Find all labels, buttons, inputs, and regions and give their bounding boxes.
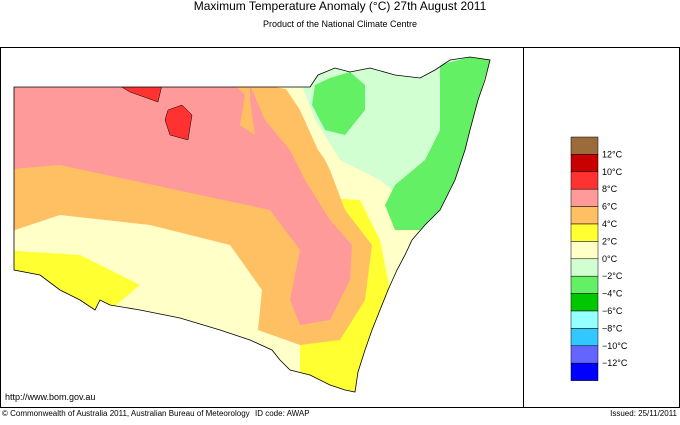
legend-label: 10°C bbox=[602, 167, 623, 177]
legend-label: −10°C bbox=[602, 341, 628, 351]
id-code: ID code: AWAP bbox=[255, 409, 310, 418]
legend-label: −4°C bbox=[602, 289, 623, 299]
legend-swatch bbox=[570, 171, 599, 190]
legend-swatch bbox=[570, 258, 599, 277]
legend-label: 6°C bbox=[602, 202, 618, 212]
legend-swatch bbox=[570, 293, 599, 312]
legend-label: −2°C bbox=[602, 271, 623, 281]
legend-label: −8°C bbox=[602, 323, 623, 333]
legend-swatch bbox=[570, 206, 599, 225]
subtitle: Product of the National Climate Centre bbox=[263, 19, 417, 29]
legend-label: 0°C bbox=[602, 254, 618, 264]
legend-label: −6°C bbox=[602, 306, 623, 316]
legend-swatch bbox=[570, 188, 599, 207]
legend-swatch bbox=[570, 223, 599, 242]
legend-label: 4°C bbox=[602, 219, 618, 229]
legend-swatch bbox=[570, 275, 599, 294]
legend-label: 2°C bbox=[602, 236, 618, 246]
legend-swatch bbox=[570, 345, 599, 364]
legend-swatch bbox=[570, 241, 599, 260]
legend: 12°C 10°C 8°C 6°C 4°C 2°C 0°C −2°C −4°C −6°C −8°C −… bbox=[570, 136, 628, 381]
legend-swatch bbox=[570, 154, 599, 173]
legend-swatch bbox=[570, 362, 599, 381]
copyright: © Commonwealth of Australia 2011, Austra… bbox=[2, 409, 250, 418]
legend-label: −12°C bbox=[602, 358, 628, 368]
legend-swatch bbox=[570, 310, 599, 329]
anomaly-map bbox=[14, 57, 490, 392]
legend-swatch bbox=[570, 136, 599, 155]
legend-swatch bbox=[570, 328, 599, 347]
issued: Issued: 25/11/2011 bbox=[610, 409, 677, 418]
state-border bbox=[13, 56, 491, 393]
legend-label: 8°C bbox=[602, 184, 618, 194]
legend-label: 12°C bbox=[602, 149, 623, 159]
title: Maximum Temperature Anomaly (°C) 27th Au… bbox=[194, 0, 487, 13]
url: http://www.bom.gov.au bbox=[5, 392, 95, 402]
